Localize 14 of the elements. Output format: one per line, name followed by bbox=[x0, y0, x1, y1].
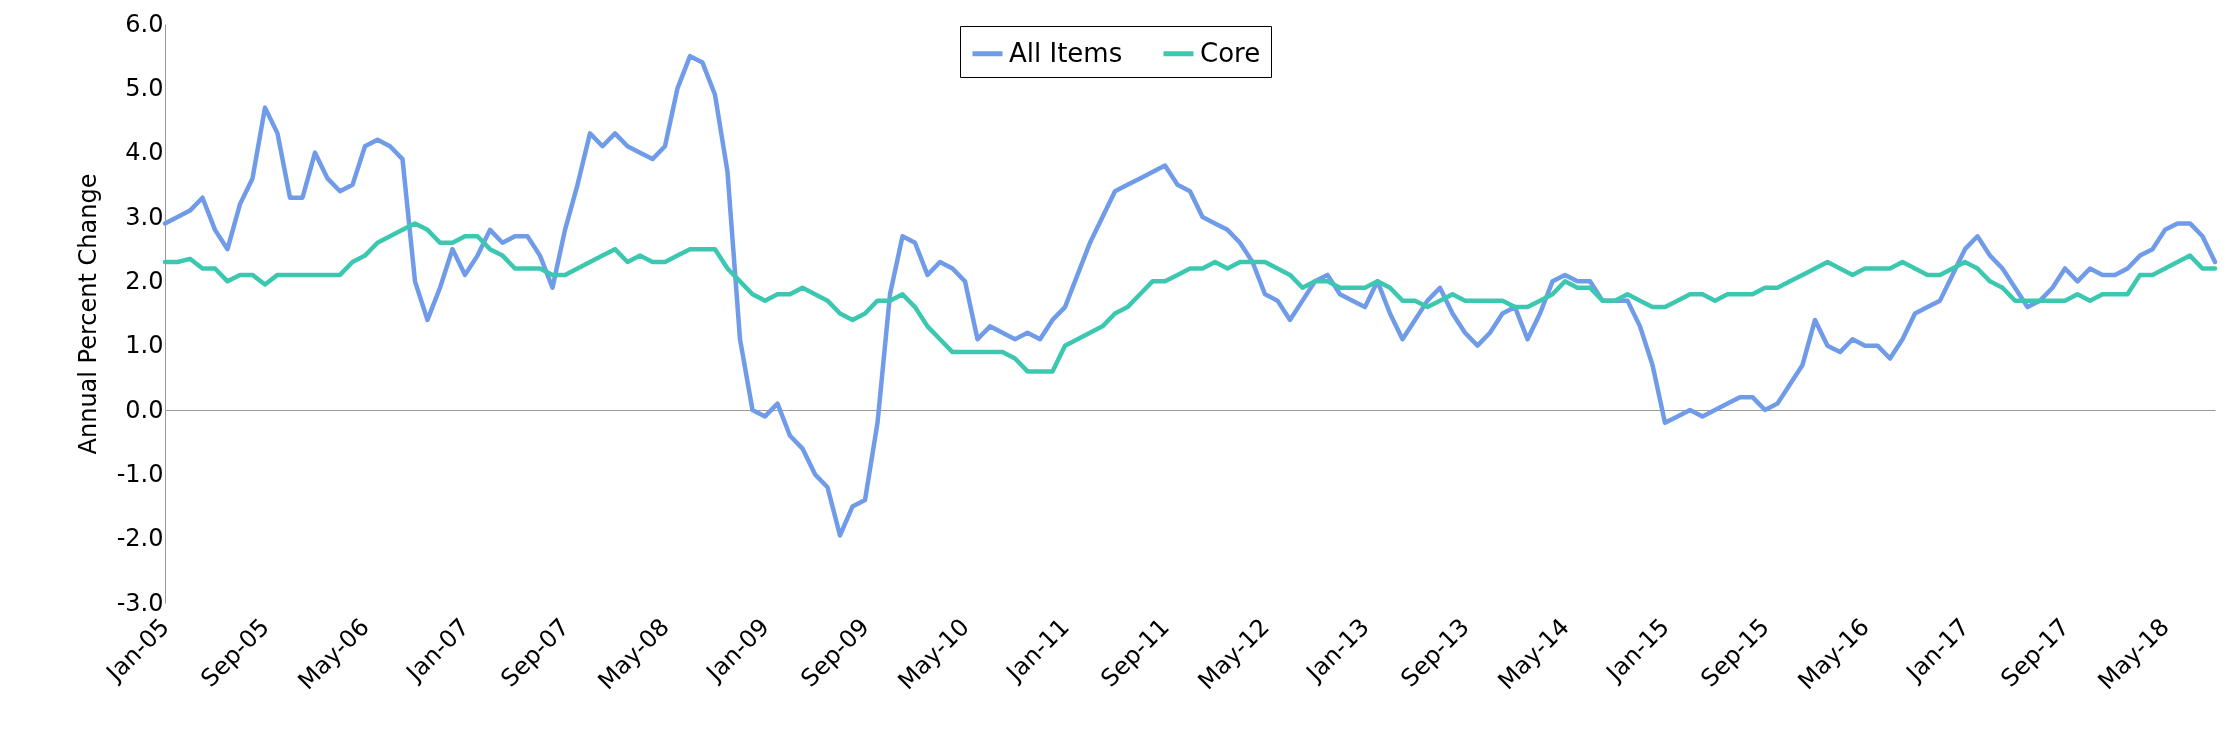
y-tick-label: -1.0 bbox=[116, 459, 164, 488]
y-tick-label: 6.0 bbox=[125, 9, 164, 38]
line-series bbox=[162, 221, 2218, 374]
y-tick-label: 4.0 bbox=[125, 138, 164, 167]
legend-label: Core bbox=[1200, 37, 1261, 68]
y-axis-title: Annual Percent Change bbox=[73, 173, 102, 455]
legend-label: All Items bbox=[1009, 37, 1123, 68]
y-tick-label: -2.0 bbox=[116, 524, 164, 553]
y-tick-label: -3.0 bbox=[116, 588, 164, 617]
y-tick-label: 0.0 bbox=[125, 395, 164, 424]
y-tick-label: 3.0 bbox=[125, 202, 164, 231]
y-tick-label: 2.0 bbox=[125, 266, 164, 295]
y-tick-label: 5.0 bbox=[125, 73, 164, 102]
y-tick-label: 1.0 bbox=[125, 331, 164, 360]
